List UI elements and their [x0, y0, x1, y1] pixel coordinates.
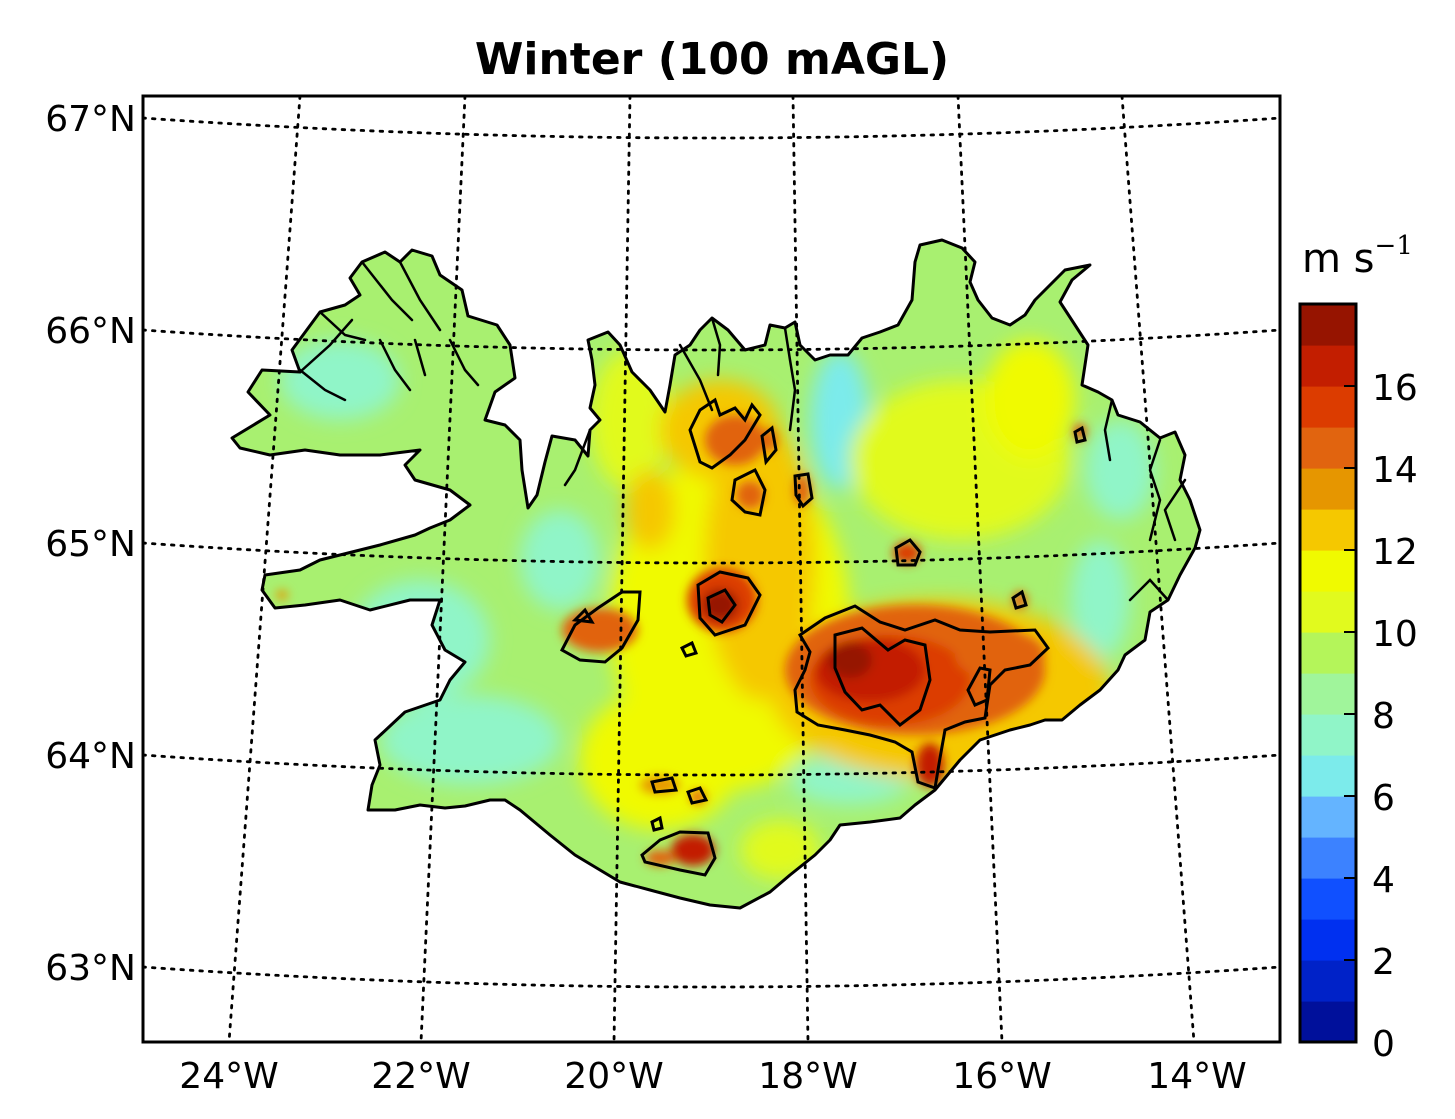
meridian-18w: [791, 96, 810, 1042]
contour-myrdalsjokull: [640, 830, 717, 877]
colorbar-band: [1300, 673, 1356, 715]
colorbar-band: [1300, 796, 1356, 838]
colorbar-band: [1300, 591, 1356, 633]
lat-label-66n: 66°N: [45, 311, 136, 352]
contour-langjokull-west: [571, 607, 595, 624]
colorbar-band: [1300, 837, 1356, 879]
contour-small-2: [686, 786, 709, 805]
colorbar-unit-base: m s: [1302, 236, 1375, 282]
colorbar-tick-label: 0: [1372, 1024, 1395, 1065]
contour-small-1: [650, 776, 679, 794]
map-frame: [141, 94, 1282, 1044]
lat-label-67n: 67°N: [45, 99, 136, 140]
contour-trollaskagi: [688, 397, 762, 470]
lat-label-63n: 63°N: [45, 948, 136, 989]
colorbar-tick-label: 10: [1372, 614, 1418, 655]
graticule: [143, 96, 1280, 1042]
colorbar-unit: m s−1: [1302, 231, 1413, 282]
contour-small-6: [650, 815, 664, 832]
map-area: [143, 96, 1280, 1042]
colorbar-band: [1300, 878, 1356, 920]
lon-label-20w: 20°W: [564, 1056, 663, 1097]
parallel-64n: [143, 753, 1280, 777]
lon-label-24w: 24°W: [179, 1056, 278, 1097]
contour-vatnajokull: [793, 604, 1050, 791]
contour-trollaskagi-2: [730, 467, 767, 517]
colorbar-band: [1300, 1001, 1356, 1043]
meridian-24w: [227, 96, 302, 1042]
lon-label-14w: 14°W: [1147, 1056, 1246, 1097]
meridian-16w: [956, 96, 1004, 1042]
parallel-65n: [143, 541, 1280, 565]
meridian-22w: [419, 96, 467, 1042]
lat-label-65n: 65°N: [45, 524, 136, 565]
colorbar-band: [1300, 468, 1356, 510]
lat-label-64n: 64°N: [45, 736, 136, 777]
colorbar-band: [1300, 960, 1356, 1002]
contour-vatnajokull-east: [966, 666, 992, 707]
colorbar-bands: [1300, 304, 1356, 1043]
longitude-labels: 24°W 22°W 20°W 18°W 16°W 14°W: [179, 1056, 1246, 1097]
contour-small-4: [1073, 425, 1087, 444]
colorbar-band: [1300, 632, 1356, 674]
lon-label-18w: 18°W: [758, 1056, 857, 1097]
colorbar-band: [1300, 304, 1356, 346]
colorbar-tick-label: 14: [1372, 450, 1418, 491]
parallel-67n: [143, 116, 1280, 140]
colorbar-tick-label: 12: [1372, 532, 1418, 573]
meridian-14w: [1120, 96, 1196, 1042]
colorbar-band: [1300, 427, 1356, 469]
contour-vatnajokull-inner: [833, 626, 932, 727]
latitude-labels: 67°N 66°N 65°N 64°N 63°N: [45, 99, 136, 989]
colorbar-tick-label: 2: [1372, 942, 1395, 983]
contour-lines: [559, 397, 1087, 877]
colorbar-band: [1300, 345, 1356, 387]
colorbar-band: [1300, 386, 1356, 428]
contour-trollaskagi-3: [793, 472, 814, 509]
colorbar-ticks: 0 2 4 6 8 10 12 14 16: [1344, 368, 1418, 1065]
colorbar-tick-label: 16: [1372, 368, 1418, 409]
map-title: Winter (100 mAGL): [475, 34, 949, 85]
contour-langjokull: [559, 590, 642, 664]
colorbar: m s−1 0 2 4 6 8 10 12 14 16: [1298, 231, 1418, 1065]
contour-small-3: [1011, 589, 1028, 610]
contour-hofsjokull: [696, 570, 762, 637]
parallel-66n: [143, 328, 1280, 352]
colorbar-tick-label: 6: [1372, 778, 1395, 819]
colorbar-band: [1300, 919, 1356, 961]
contour-small-5: [679, 640, 699, 658]
contour-hofsjokull-inner: [706, 588, 737, 624]
parallel-63n: [143, 965, 1280, 989]
colorbar-tick-label: 4: [1372, 860, 1395, 901]
colorbar-band: [1300, 755, 1356, 797]
meridian-20w: [612, 96, 632, 1042]
colorbar-unit-exponent: −1: [1375, 231, 1413, 261]
contour-kverkfjoll: [894, 538, 922, 567]
lon-label-22w: 22°W: [371, 1056, 470, 1097]
fjord-lines: [298, 260, 1187, 602]
contour-trollaskagi-4: [760, 425, 778, 466]
colorbar-band: [1300, 714, 1356, 756]
colorbar-frame: [1298, 302, 1358, 1044]
lon-label-16w: 16°W: [952, 1056, 1051, 1097]
colorbar-band: [1300, 550, 1356, 592]
colorbar-band: [1300, 509, 1356, 551]
colorbar-tick-label: 8: [1372, 696, 1395, 737]
